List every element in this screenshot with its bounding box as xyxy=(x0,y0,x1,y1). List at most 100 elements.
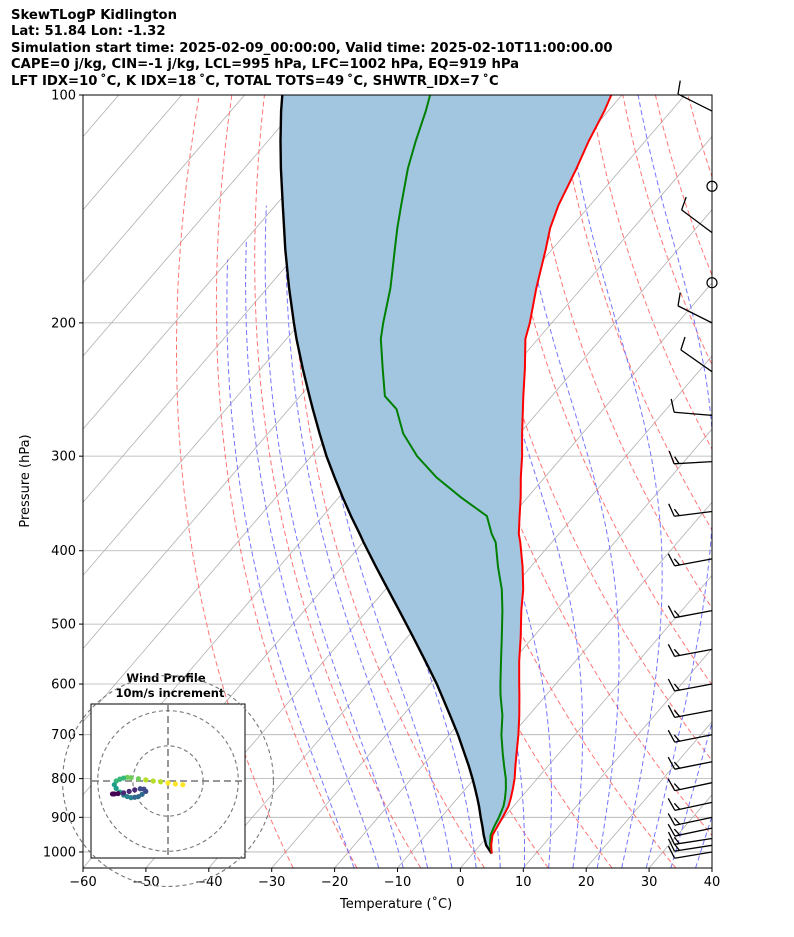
wind-barb xyxy=(677,80,713,112)
dry-adiabat-line xyxy=(254,95,422,868)
parcel-line xyxy=(279,95,493,855)
wind-barb xyxy=(667,778,713,792)
barb-staff xyxy=(674,844,713,852)
inset-subtitle: 10m/s increment xyxy=(116,686,225,700)
wind-barb xyxy=(667,838,713,852)
wind-barb xyxy=(706,180,718,192)
hodograph-point xyxy=(135,776,141,782)
dry-adiabat-line xyxy=(291,95,485,868)
dry-adiabat-line xyxy=(753,95,794,868)
moist-adiabat-line xyxy=(637,95,712,868)
wind-barb xyxy=(667,644,713,658)
x-axis-label: Temperature (˚C) xyxy=(339,896,452,912)
barb-feather xyxy=(667,605,676,618)
barb-feather xyxy=(680,336,686,351)
time-line: Simulation start time: 2025-02-09_00:00:… xyxy=(11,40,613,56)
barb-feather xyxy=(667,838,676,852)
barb-staff xyxy=(674,782,713,792)
x-tick-label: 40 xyxy=(704,875,721,890)
moist-adiabat-line xyxy=(695,814,712,868)
wind-barbs xyxy=(667,80,718,859)
isotherm-line xyxy=(334,428,712,868)
x-tick-label: 20 xyxy=(578,875,595,890)
barb-feather xyxy=(673,508,680,516)
x-tick-label: 10 xyxy=(515,875,532,890)
barb-feather xyxy=(673,709,681,717)
hodograph-point xyxy=(139,791,145,797)
wind-barb xyxy=(667,605,713,619)
wind-barb xyxy=(667,729,713,743)
wind-barb xyxy=(706,277,718,289)
barb-feather xyxy=(680,196,687,211)
cape-shading xyxy=(280,95,612,854)
wind-barb xyxy=(680,196,713,234)
hodograph-point xyxy=(158,779,164,785)
wind-barb xyxy=(667,553,713,567)
hodograph-point xyxy=(180,782,186,788)
isotherm-line xyxy=(460,574,712,868)
inset-ring xyxy=(62,674,274,887)
isotherm-line xyxy=(83,95,308,357)
barb-staff xyxy=(680,349,713,373)
barb-feather xyxy=(667,756,676,770)
barb-staff xyxy=(677,93,713,112)
cape-line: CAPE=0 j/kg, CIN=-1 j/kg, LCL=995 hPa, L… xyxy=(11,57,520,73)
barb-feather xyxy=(670,398,675,413)
barb-staff xyxy=(674,734,713,743)
barb-feather xyxy=(674,456,680,464)
hodograph-point xyxy=(121,790,127,796)
wind-barb xyxy=(667,798,713,811)
x-tick-label: −50 xyxy=(132,875,159,890)
y-tick-label: 800 xyxy=(51,772,76,787)
barb-feather xyxy=(673,734,681,742)
isotherm-line xyxy=(208,282,712,868)
barb-feather xyxy=(673,558,681,566)
wind-barb xyxy=(668,450,713,465)
x-tick-label: −20 xyxy=(321,875,348,890)
wind-barb xyxy=(667,831,713,845)
moist-adiabat-line xyxy=(507,95,620,868)
hodograph-point xyxy=(143,777,149,783)
y-tick-label: 400 xyxy=(51,544,76,559)
wind-barb xyxy=(667,756,713,770)
wind-barb xyxy=(680,336,713,373)
x-tick-label: 30 xyxy=(641,875,658,890)
y-tick-label: 200 xyxy=(51,316,76,331)
dry-adiabat-line xyxy=(176,95,294,868)
barb-feather xyxy=(673,817,681,825)
wind-barb xyxy=(667,845,713,859)
barb-staff xyxy=(674,827,713,837)
wind-barb xyxy=(677,292,713,324)
barb-staff xyxy=(674,801,713,811)
isotherm-line xyxy=(83,95,371,430)
dry-adiabat-line xyxy=(654,95,712,277)
y-tick-label: 1000 xyxy=(43,845,76,860)
barb-feather xyxy=(673,828,681,836)
moist-adiabat-line xyxy=(226,259,355,868)
dry-adiabat-line xyxy=(524,95,712,610)
barb-feather xyxy=(667,813,676,826)
barb-feather xyxy=(667,729,676,743)
barb-feather xyxy=(673,648,681,656)
barb-feather xyxy=(677,292,681,306)
barb-feather xyxy=(673,683,681,691)
x-tick-label: 0 xyxy=(456,875,464,890)
isotherm-line xyxy=(522,647,712,868)
inset-title: Wind Profile xyxy=(126,671,206,685)
barb-feather xyxy=(667,553,676,567)
wind-barb xyxy=(667,705,713,718)
barb-feather xyxy=(667,778,676,791)
wind-barb xyxy=(667,813,713,826)
hodograph-point xyxy=(137,786,143,792)
barb-feather xyxy=(667,678,676,692)
barb-staff xyxy=(674,558,713,567)
profile-lines xyxy=(279,95,613,855)
barb-feather xyxy=(667,823,676,837)
barb-staff xyxy=(674,460,713,465)
x-tick-label: −10 xyxy=(384,875,411,890)
isotherm-line xyxy=(271,355,712,868)
barb-feather xyxy=(667,831,676,845)
cape-shade-area xyxy=(280,95,612,854)
barb-feather xyxy=(667,845,676,859)
